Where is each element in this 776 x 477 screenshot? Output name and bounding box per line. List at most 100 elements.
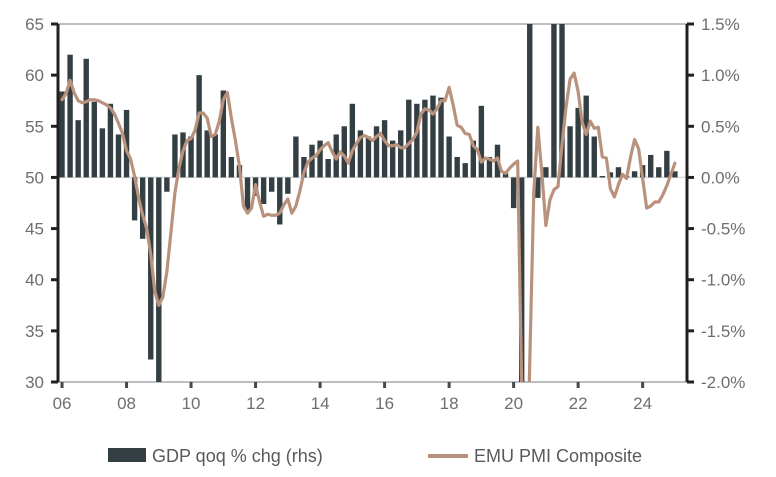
gdp-bar bbox=[349, 103, 356, 178]
gdp-bar bbox=[422, 99, 428, 178]
x-axis-tick-label: 08 bbox=[117, 394, 136, 413]
gdp-bar bbox=[551, 24, 557, 178]
gdp-bar bbox=[301, 156, 307, 178]
gdp-bar bbox=[75, 120, 81, 178]
legend-swatch-gdp bbox=[108, 448, 146, 462]
gdp-bar bbox=[599, 176, 606, 178]
right-axis-tick-label: 0.0% bbox=[701, 168, 740, 187]
gdp-bar bbox=[139, 177, 146, 239]
gdp-bar bbox=[277, 177, 283, 225]
right-axis-tick-label: 1.5% bbox=[701, 15, 740, 34]
gdp-bar bbox=[164, 177, 170, 192]
gdp-bar bbox=[91, 101, 97, 178]
pmi-line bbox=[60, 71, 677, 382]
gdp-bar bbox=[188, 136, 194, 178]
x-axis-tick-label: 14 bbox=[311, 394, 330, 413]
gdp-bar bbox=[438, 97, 444, 178]
right-axis-tick-label: -1.0% bbox=[701, 271, 745, 290]
gdp-bar bbox=[631, 171, 638, 178]
gdp-bar bbox=[559, 24, 565, 178]
gdp-bar bbox=[123, 109, 130, 178]
gdp-bar bbox=[293, 136, 299, 178]
chart-legend: GDP qoq % chg (rhs) EMU PMI Composite bbox=[108, 446, 642, 466]
gdp-bar bbox=[462, 163, 468, 178]
gdp-bar bbox=[357, 130, 364, 178]
pmi-line-group bbox=[60, 71, 677, 382]
gdp-bar bbox=[430, 95, 436, 178]
right-axis-tick-label: 0.5% bbox=[701, 117, 740, 136]
gdp-bar bbox=[172, 134, 178, 178]
gdp-bar bbox=[389, 140, 396, 178]
x-axis-tick-label: 12 bbox=[246, 394, 265, 413]
gdp-bar bbox=[228, 156, 235, 178]
gdp-bar bbox=[220, 90, 227, 178]
gdp-bar bbox=[535, 177, 541, 198]
legend-label-gdp: GDP qoq % chg (rhs) bbox=[152, 446, 323, 466]
gdp-bar bbox=[365, 136, 372, 178]
gdp-bar bbox=[309, 144, 315, 178]
gdp-bar bbox=[317, 140, 323, 178]
gdp-bar bbox=[131, 177, 138, 221]
gdp-bar bbox=[156, 177, 162, 382]
left-axis-tick-label: 35 bbox=[25, 322, 44, 341]
gdp-bar bbox=[268, 177, 275, 192]
x-axis-tick-label: 24 bbox=[633, 394, 652, 413]
gdp-bar bbox=[212, 134, 218, 178]
gdp-bar bbox=[83, 58, 89, 178]
gdp-bar bbox=[575, 107, 581, 178]
left-axis-tick-label: 60 bbox=[25, 66, 44, 85]
gdp-bar bbox=[664, 150, 670, 178]
legend-label-pmi: EMU PMI Composite bbox=[474, 446, 642, 466]
x-axis-tick-label: 18 bbox=[440, 394, 459, 413]
gdp-bar bbox=[99, 128, 106, 178]
gdp-bar bbox=[510, 177, 517, 209]
gdp-bar bbox=[67, 54, 73, 178]
left-axis-tick-label: 45 bbox=[25, 220, 44, 239]
gdp-bar bbox=[591, 136, 597, 178]
gdp-bar bbox=[656, 167, 662, 178]
x-axis-tick-label: 16 bbox=[375, 394, 394, 413]
gdp-bar bbox=[244, 177, 251, 211]
gdp-bar bbox=[204, 130, 210, 178]
gdp-bar bbox=[446, 136, 452, 178]
gdp-bar bbox=[406, 99, 412, 178]
x-axis-tick-label: 10 bbox=[182, 394, 201, 413]
right-axis-tick-label: -0.5% bbox=[701, 220, 745, 239]
left-axis-tick-label: 65 bbox=[25, 15, 44, 34]
left-axis-tick-label: 50 bbox=[25, 168, 44, 187]
x-axis-tick-label: 06 bbox=[53, 394, 72, 413]
right-axis-tick-label: 1.0% bbox=[701, 66, 740, 85]
x-axis-tick-label: 22 bbox=[569, 394, 588, 413]
gdp-bar bbox=[373, 126, 380, 178]
gdp-bar bbox=[414, 103, 420, 178]
gdp-bar bbox=[502, 173, 509, 178]
gdp-bar bbox=[260, 177, 267, 205]
right-axis-tick-label: -1.5% bbox=[701, 322, 745, 341]
gdp-bar bbox=[518, 177, 525, 382]
gdp-bar bbox=[285, 177, 291, 194]
gdp-bar bbox=[607, 172, 614, 178]
gdp-bar bbox=[107, 103, 114, 178]
gdp-bar bbox=[648, 154, 654, 178]
gdp-bar bbox=[59, 91, 65, 178]
x-axis-tick-label: 20 bbox=[504, 394, 523, 413]
gdp-bar bbox=[543, 167, 549, 178]
left-axis-tick-label: 40 bbox=[25, 271, 44, 290]
gdp-bar bbox=[672, 171, 678, 178]
gdp-bar bbox=[115, 134, 122, 178]
gdp-bar bbox=[486, 156, 493, 178]
left-axis-tick-label: 55 bbox=[25, 117, 44, 136]
gdp-bar bbox=[478, 105, 485, 178]
gdp-bar bbox=[615, 167, 622, 178]
gdp-bar bbox=[527, 24, 533, 178]
gdp-bar bbox=[325, 159, 331, 178]
gdp-bar bbox=[454, 156, 460, 178]
gdp-bar bbox=[196, 75, 202, 178]
gdp-bar bbox=[583, 95, 589, 178]
gdp-bar bbox=[381, 120, 388, 178]
left-axis-tick-label: 30 bbox=[25, 373, 44, 392]
gdp-bar bbox=[341, 126, 347, 178]
gdp-bar bbox=[567, 126, 573, 178]
